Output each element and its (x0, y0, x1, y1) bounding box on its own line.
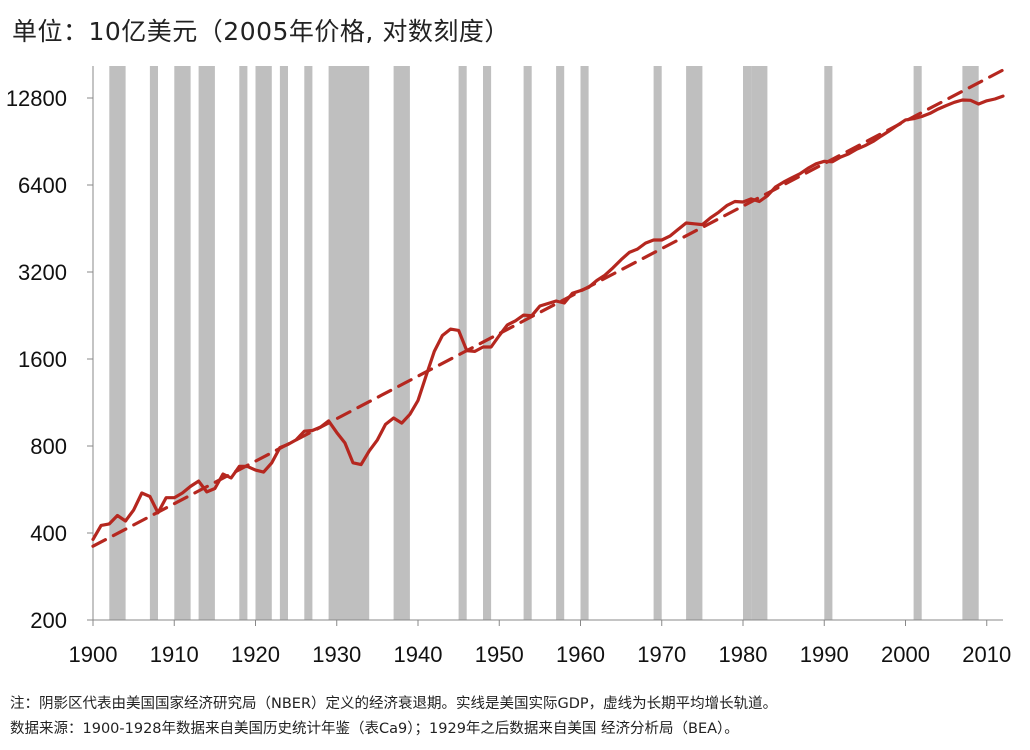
recession-band-1948-1949 (483, 66, 492, 620)
y-tick-label-800: 800 (30, 434, 67, 459)
recession-band-1957-1958 (556, 66, 565, 620)
y-tick-label-3200: 3200 (18, 260, 67, 285)
x-tick-label-2000: 2000 (881, 642, 930, 667)
recession-band-1929-1934 (328, 66, 370, 620)
x-tick-labels: 1900 1910 1920 1930 1940 1950 1960 1970 1980 1990… (69, 642, 1012, 667)
y-tick-label-12800: 12800 (6, 86, 67, 111)
axis-layer (87, 66, 1003, 626)
recession-band-1907-1908 (149, 66, 158, 620)
x-tick-label-1990: 1990 (800, 642, 849, 667)
recession-band-1969-1970 (653, 66, 662, 620)
recession-band-1926-1927 (304, 66, 313, 620)
y-tick-label-1600: 1600 (18, 347, 67, 372)
recession-band-2007-2009 (962, 66, 979, 620)
x-tick-label-1960: 1960 (556, 642, 605, 667)
x-tick-label-1900: 1900 (69, 642, 118, 667)
y-tick-labels: 200 400 800 1600 3200 6400 12800 (6, 86, 67, 633)
x-tick-label-1910: 1910 (150, 642, 199, 667)
x-tick-label-2010: 2010 (962, 642, 1011, 667)
x-tick-label-1980: 1980 (719, 642, 768, 667)
series-layer (91, 68, 1005, 548)
y-tick-label-200: 200 (30, 608, 67, 633)
recession-band-1973-1975 (686, 66, 703, 620)
recession-band-1918-1919 (239, 66, 248, 620)
chart-unit-label: 单位：10亿美元（2005年价格, 对数刻度） (12, 17, 510, 46)
recession-band-1960-1961 (580, 66, 589, 620)
recession-shading-layer (109, 66, 979, 620)
trend-line-series (91, 68, 1005, 548)
recession-band-1910-1912 (174, 66, 191, 620)
y-tick-label-6400: 6400 (18, 173, 67, 198)
y-tick-label-400: 400 (30, 521, 67, 546)
recession-band-1913-1915 (198, 66, 215, 620)
recession-band-1920-1922 (255, 66, 272, 620)
recession-band-1902-1904 (109, 66, 126, 620)
footnote-recession-note: 注：阴影区代表由美国国家经济研究局（NBER）定义的经济衰退期。实线是美国实际G… (10, 696, 778, 712)
recession-band-1980-1981 (743, 66, 752, 620)
x-tick-label-1930: 1930 (312, 642, 361, 667)
recession-band-1923-1924 (279, 66, 288, 620)
x-tick-label-1950: 1950 (475, 642, 524, 667)
recession-band-1990-1991 (824, 66, 833, 620)
x-tick-label-1970: 1970 (637, 642, 686, 667)
recession-band-2001-2002 (913, 66, 922, 620)
footnote-data-source: 数据来源：1900-1928年数据来自美国历史统计年鉴（表Ca9）；1929年之… (10, 721, 739, 737)
x-tick-label-1920: 1920 (231, 642, 280, 667)
recession-band-1937-1939 (393, 66, 410, 620)
recession-band-1981-1983 (751, 66, 768, 620)
gdp-line-series (91, 94, 1005, 542)
x-tick-label-1940: 1940 (394, 642, 443, 667)
recession-band-1953-1954 (523, 66, 532, 620)
